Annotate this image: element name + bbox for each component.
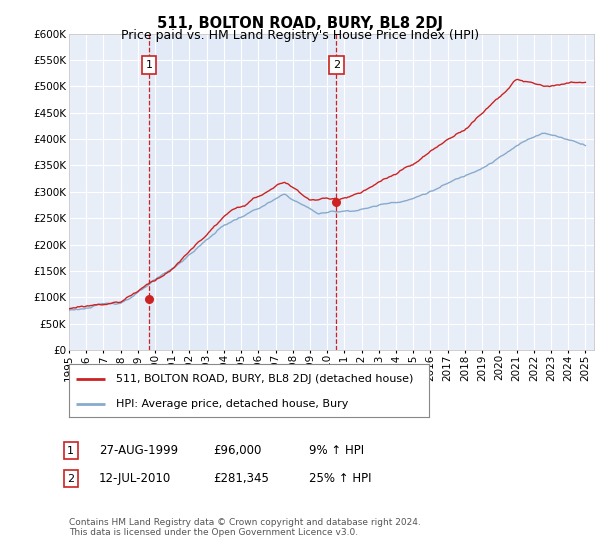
Text: Price paid vs. HM Land Registry's House Price Index (HPI): Price paid vs. HM Land Registry's House … <box>121 29 479 42</box>
Text: 1: 1 <box>67 446 74 456</box>
Text: £96,000: £96,000 <box>213 444 262 458</box>
Text: £281,345: £281,345 <box>213 472 269 486</box>
Text: Contains HM Land Registry data © Crown copyright and database right 2024.
This d: Contains HM Land Registry data © Crown c… <box>69 518 421 538</box>
Text: 12-JUL-2010: 12-JUL-2010 <box>99 472 171 486</box>
Text: 511, BOLTON ROAD, BURY, BL8 2DJ (detached house): 511, BOLTON ROAD, BURY, BL8 2DJ (detache… <box>116 374 413 384</box>
Point <box>144 295 154 304</box>
Text: 2: 2 <box>333 60 340 70</box>
Bar <box>149 34 337 350</box>
Text: 1: 1 <box>146 60 152 70</box>
Text: 25% ↑ HPI: 25% ↑ HPI <box>309 472 371 486</box>
Text: 511, BOLTON ROAD, BURY, BL8 2DJ: 511, BOLTON ROAD, BURY, BL8 2DJ <box>157 16 443 31</box>
Point <box>332 197 341 206</box>
Text: 27-AUG-1999: 27-AUG-1999 <box>99 444 178 458</box>
Text: 9% ↑ HPI: 9% ↑ HPI <box>309 444 364 458</box>
Text: HPI: Average price, detached house, Bury: HPI: Average price, detached house, Bury <box>116 399 348 409</box>
Text: 2: 2 <box>67 474 74 484</box>
